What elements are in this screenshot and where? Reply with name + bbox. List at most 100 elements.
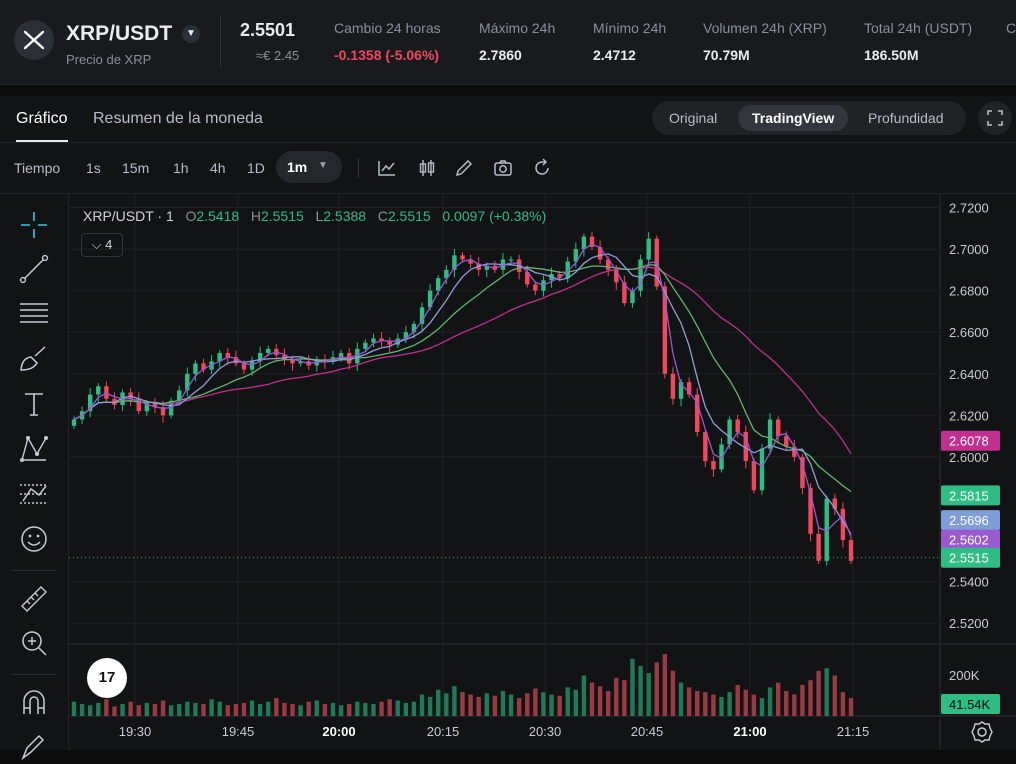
price-chart[interactable]: 2.7200 2.7000 2.6800 2.6600 2.6400 2.6200 2.60…	[69, 194, 1016, 750]
camera-icon[interactable]	[492, 157, 514, 179]
candle	[403, 332, 409, 339]
drawing-toolbar	[0, 194, 69, 761]
price-tag-label: 2.5815	[949, 488, 989, 503]
candlestick-chart[interactable]: 2.7200 2.7000 2.6800 2.6600 2.6400 2.6200 2.60…	[69, 194, 1016, 750]
candle	[355, 348, 360, 364]
interval-1h[interactable]: 1h	[173, 160, 189, 176]
volume-bar	[808, 680, 813, 716]
volume-bar	[816, 670, 821, 716]
trend-line-icon[interactable]	[17, 252, 51, 286]
pair-selector[interactable]: XRP/USDT	[66, 22, 173, 45]
volume-tag	[941, 694, 1000, 714]
time-tick-label: 20:15	[427, 724, 460, 739]
volume-bar	[589, 682, 595, 716]
volume-bar	[225, 705, 230, 716]
volume-bar	[452, 686, 457, 716]
view-tradingview-button[interactable]: TradingView	[738, 105, 849, 131]
tab-coin-summary[interactable]: Resumen de la moneda	[93, 110, 263, 127]
volume-bar	[379, 701, 384, 716]
crosshair-icon[interactable]	[17, 208, 51, 242]
caret-down-icon[interactable]: ▼	[182, 25, 200, 43]
interval-15m[interactable]: 15m	[122, 160, 150, 176]
ruler-icon[interactable]	[17, 582, 51, 616]
brush-icon[interactable]	[17, 342, 51, 376]
volume-bar	[355, 701, 360, 716]
candle	[241, 363, 247, 370]
indicators-icon[interactable]	[376, 157, 398, 179]
reset-icon[interactable]	[531, 157, 553, 179]
candle	[751, 461, 757, 491]
ma-mid-line	[73, 264, 852, 493]
volume-bar	[557, 695, 562, 716]
pair-subtitle[interactable]: Precio de XRP	[66, 52, 152, 67]
volume-bar	[330, 702, 336, 716]
candle	[427, 290, 433, 308]
candle	[686, 382, 692, 395]
volume-bar	[581, 675, 587, 716]
view-depth-button[interactable]: Profundidad	[868, 110, 944, 126]
volume-bar	[525, 693, 530, 716]
settings-gear-icon[interactable]	[968, 718, 996, 746]
time-tick-label: 19:30	[119, 724, 152, 739]
volume-bar	[549, 694, 554, 716]
pencil-icon[interactable]	[453, 157, 475, 179]
volume-bar	[87, 705, 93, 716]
interval-label: Tiempo	[14, 160, 61, 176]
interval-1s[interactable]: 1s	[86, 160, 101, 176]
volume-bar	[144, 702, 150, 716]
price-tag	[941, 547, 1000, 568]
horizontal-lines-icon[interactable]	[17, 296, 51, 330]
candle	[282, 355, 287, 360]
lock-drawings-icon[interactable]	[17, 730, 51, 764]
view-original-button[interactable]: Original	[669, 110, 718, 126]
candle	[848, 540, 854, 561]
candle	[436, 278, 441, 291]
candle	[605, 259, 611, 270]
interval-1d[interactable]: 1D	[247, 160, 265, 176]
magnet-icon[interactable]	[17, 686, 51, 720]
candle	[662, 286, 668, 374]
price-tick-label: 2.7000	[949, 242, 989, 257]
volume-bar	[419, 694, 425, 716]
candle	[614, 269, 619, 283]
volume-bar	[735, 685, 740, 716]
fullscreen-icon[interactable]	[978, 101, 1012, 135]
candle	[484, 265, 489, 270]
moving-averages	[73, 243, 852, 537]
interval-toolbar: Tiempo 1s 15m 1h 4h 1D 1m ▼	[0, 143, 1016, 194]
volume-bar	[233, 704, 239, 716]
indicators-toggle[interactable]: ⌵ 4	[81, 233, 123, 257]
volume-bar	[727, 692, 732, 716]
chart-tabs: Gráfico Resumen de la moneda Original Tr…	[0, 96, 1016, 143]
volume-bar	[120, 704, 125, 716]
pattern-tool-icon[interactable]	[17, 432, 51, 466]
stat-change-24h: Cambio 24 horas -0.1358 (-5.06%)	[334, 20, 441, 63]
zoom-in-icon[interactable]	[17, 626, 51, 660]
interval-4h[interactable]: 4h	[210, 160, 226, 176]
volume-bar	[751, 694, 757, 716]
ticker-header: XRP/USDT ▼ Precio de XRP 2.5501 ≈€ 2.45 …	[0, 0, 1016, 85]
stat-volume-xrp: Volumen 24h (XRP) 70.79M	[703, 20, 827, 63]
candle	[217, 353, 222, 362]
price-tag-label: 2.5602	[949, 533, 989, 548]
volume-bar	[767, 687, 773, 716]
interval-1m-dropdown[interactable]: 1m ▼	[276, 151, 342, 183]
emoji-icon[interactable]	[17, 522, 51, 556]
tab-chart[interactable]: Gráfico	[16, 110, 68, 142]
candle	[468, 259, 473, 264]
volume-bar	[630, 658, 635, 716]
volume-bar	[209, 699, 214, 716]
candle	[670, 373, 676, 399]
volume-bar	[306, 701, 311, 716]
volume-bar	[363, 702, 368, 716]
volume-bar	[444, 693, 449, 716]
legend-o-label: O	[185, 208, 197, 224]
candle-type-icon[interactable]	[416, 157, 438, 179]
candle	[711, 461, 716, 470]
time-tick-label: 21:15	[837, 724, 870, 739]
forecast-tool-icon[interactable]	[17, 477, 51, 511]
volume-bar	[257, 704, 263, 716]
volume-bar	[152, 704, 158, 716]
volume-bar	[395, 700, 400, 716]
text-tool-icon[interactable]	[17, 387, 51, 421]
